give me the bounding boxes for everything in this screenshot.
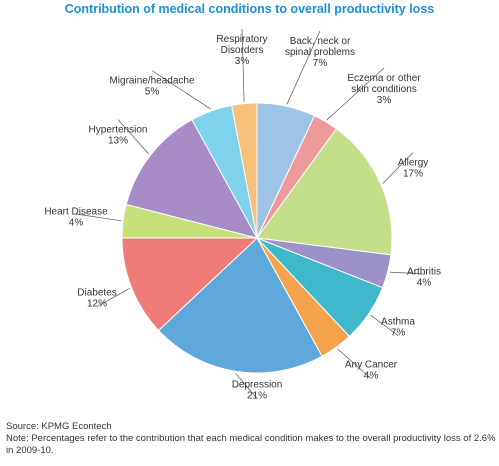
- pie-slices: [121, 102, 393, 374]
- slice-label: Depression 21%: [232, 380, 283, 402]
- leader-line: [96, 288, 130, 307]
- pie-slice-diabetes: [121, 237, 259, 332]
- leader-lines: [75, 28, 425, 399]
- leader-line: [370, 314, 399, 336]
- leader-line: [151, 70, 211, 110]
- pie-slice-depression: [157, 237, 323, 374]
- slice-label: Eczema or other skin conditions 3%: [347, 73, 421, 106]
- slice-labels: Back, neck or spinal problems 7% Eczema or …: [44, 34, 441, 402]
- pie-slice-respiratory-disorders: [231, 102, 258, 239]
- leader-line: [117, 119, 149, 155]
- leader-line: [326, 67, 385, 121]
- pie-slice-allergy: [256, 128, 393, 256]
- pie-chart: Back, neck or spinal problems 7% Eczema or …: [44, 28, 441, 402]
- leader-line: [235, 373, 258, 399]
- slice-label: Diabetes 12%: [77, 288, 116, 310]
- slice-label: Migraine/headache 5%: [109, 76, 194, 98]
- slice-label: Heart Disease 4%: [44, 207, 108, 229]
- slice-label: Any Cancer 4%: [345, 360, 398, 382]
- leader-line: [286, 30, 321, 105]
- leader-line: [382, 152, 414, 184]
- slice-label: Hypertension 13%: [89, 125, 148, 147]
- chart-footer: Source: KPMG Econtech Note: Percentages …: [6, 421, 496, 457]
- footnote: Note: Percentages refer to the contribut…: [6, 433, 496, 456]
- slice-label: Allergy 17%: [398, 158, 429, 180]
- leader-line: [337, 348, 372, 379]
- leader-line: [75, 213, 122, 222]
- source-note: Source: KPMG Econtech: [6, 421, 112, 432]
- pie-slice-hypertension: [125, 119, 258, 239]
- slice-label: Back, neck or spinal problems 7%: [285, 36, 355, 69]
- slice-label: Respiratory Disorders 3%: [216, 34, 267, 67]
- slice-label: Asthma 7%: [381, 317, 415, 339]
- chart-title: Contribution of medical conditions to ov…: [64, 2, 435, 16]
- slice-label: Arthritis 4%: [407, 267, 441, 289]
- leader-line: [241, 28, 245, 102]
- leader-line: [389, 271, 425, 275]
